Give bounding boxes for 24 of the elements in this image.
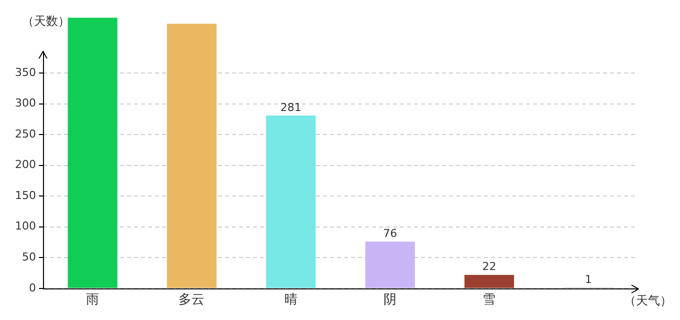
y-tick-label: 200 xyxy=(14,158,36,172)
y-tick-label: 250 xyxy=(14,127,36,140)
data-label: 22 xyxy=(482,260,496,274)
x-tick-label: 多云 xyxy=(178,292,205,308)
y-tick-label: 150 xyxy=(14,188,36,202)
bar xyxy=(166,24,217,288)
x-tick-label: 雨 xyxy=(86,292,100,308)
y-axis-title: （天数） xyxy=(22,14,70,28)
y-tick-label: 350 xyxy=(14,66,36,79)
y-tick-label: 300 xyxy=(14,96,36,110)
x-tick-label: 雪 xyxy=(482,292,496,308)
y-tick-label: 100 xyxy=(14,220,36,233)
data-label: 281 xyxy=(280,100,302,114)
y-tick-label: 50 xyxy=(22,250,36,264)
bar xyxy=(365,242,415,288)
x-tick-label: 晴 xyxy=(284,292,298,308)
bar xyxy=(464,274,514,288)
x-axis-title: （天气） xyxy=(624,294,672,308)
x-tick-label: 阴 xyxy=(384,292,397,308)
data-label: 76 xyxy=(383,226,398,240)
y-tick-label: 0 xyxy=(28,281,36,294)
data-label: 1 xyxy=(584,273,592,286)
bar xyxy=(266,115,316,288)
bar xyxy=(68,18,118,288)
